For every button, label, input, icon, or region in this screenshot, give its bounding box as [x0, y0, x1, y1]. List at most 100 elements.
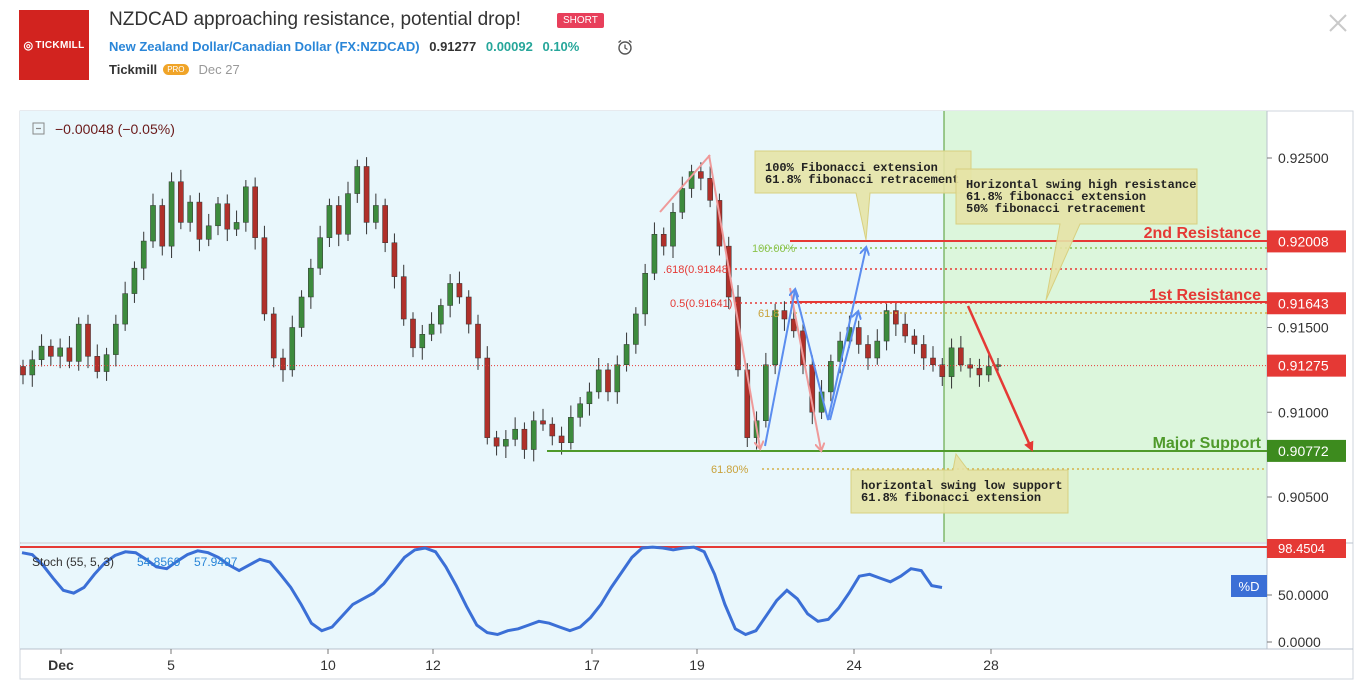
candle-body	[465, 296, 472, 325]
pro-badge: PRO	[163, 64, 189, 75]
callout-1-line-2: 61.8% fibonacci retracement	[765, 173, 959, 187]
candle-body	[772, 310, 778, 366]
candle-body	[373, 205, 379, 223]
idea-title: NZDCAD approaching resistance, potential…	[109, 9, 521, 30]
stoch-overbought-value: 98.4504	[1278, 541, 1325, 556]
price-axis-ticks: 0.92500 0.91500 0.91000 0.90500	[1267, 150, 1329, 505]
stoch-d-marker	[1231, 575, 1267, 597]
candle-body	[363, 166, 370, 223]
candle-body	[178, 181, 184, 223]
candle-body	[438, 305, 444, 325]
candle-body	[716, 200, 723, 247]
price-tick-label: 0.90500	[1278, 489, 1329, 505]
candle-body	[270, 313, 277, 359]
candle-body	[159, 205, 166, 247]
candle-body	[150, 205, 156, 242]
candle-body	[224, 203, 231, 230]
fib-50-label: 0.5(0.91641)	[670, 298, 732, 310]
time-tick-label: 12	[425, 657, 441, 673]
candles	[20, 157, 1001, 462]
price-tag-text: 0.91275	[1278, 358, 1329, 374]
tickmill-mark-icon: ◎	[23, 39, 34, 52]
price-tick-label: 0.91000	[1278, 404, 1329, 420]
callout-2-line-3: 50% fibonacci retracement	[966, 202, 1146, 216]
candle-body	[651, 234, 658, 274]
candle-body	[391, 242, 398, 277]
price-tick-label: 0.92500	[1278, 150, 1329, 166]
candle-body	[605, 369, 611, 393]
stoch-d-value: 54.8569	[137, 555, 181, 569]
candle-body	[660, 234, 667, 247]
pair-name-link[interactable]: New Zealand Dollar/Canadian Dollar	[109, 39, 332, 54]
close-icon[interactable]	[1325, 10, 1351, 36]
fib-100-label: 100.00%	[752, 243, 796, 255]
collapse-icon[interactable]	[32, 122, 45, 135]
price-tag-text: 0.90772	[1278, 443, 1329, 459]
stoch-k-value: 57.9497	[194, 555, 238, 569]
candle-body	[66, 347, 73, 362]
candle-body	[233, 222, 240, 230]
candle-body	[911, 335, 918, 345]
time-tick-label: 28	[983, 657, 999, 673]
price-tick-label: 0.91500	[1278, 320, 1329, 336]
candle-body	[939, 364, 946, 377]
stoch-tick-0: 0.0000	[1278, 634, 1321, 650]
symbol-line: New Zealand Dollar/Canadian Dollar (FX:N…	[109, 39, 579, 54]
time-axis-ticks: Dec 5 10 12 17 19 24 28	[48, 649, 999, 673]
candle-body	[419, 334, 426, 349]
candle-body	[354, 166, 361, 194]
time-tick-label: 17	[584, 657, 600, 673]
candle-body	[586, 391, 593, 405]
candle-body	[308, 267, 314, 298]
candle-body	[865, 344, 871, 359]
price-tag	[1267, 230, 1346, 253]
candle-body	[614, 364, 621, 393]
candle-body	[113, 323, 119, 355]
candle-body	[540, 420, 546, 425]
fib-618-low-label: 61.80%	[711, 464, 749, 476]
candle-body	[94, 356, 101, 372]
symbol-link[interactable]: (FX:NZDCAD)	[335, 39, 420, 54]
candle-body	[85, 323, 91, 357]
candle-body	[428, 323, 435, 335]
time-tick-label: Dec	[48, 657, 74, 673]
author-line: Tickmill PRO Dec 27	[109, 62, 240, 77]
last-price: 0.91277	[429, 39, 477, 54]
candle-body	[893, 310, 899, 325]
price-change-pct: 0.10%	[542, 39, 580, 54]
time-tick-label: 10	[320, 657, 336, 673]
candle-body	[447, 283, 453, 306]
candle-body	[475, 323, 481, 359]
candle-body	[595, 369, 602, 393]
price-change: 0.00092	[485, 39, 533, 54]
publish-date: Dec 27	[198, 62, 240, 77]
candle-body	[549, 423, 556, 437]
price-tag	[1267, 292, 1346, 315]
candle-body	[131, 267, 138, 294]
callout-2-line-1: Horizontal swing high resistance	[966, 178, 1196, 192]
candle-body	[410, 318, 416, 349]
candle-body	[317, 237, 323, 269]
candle-body	[976, 367, 983, 376]
candle-body	[140, 240, 147, 269]
candle-body	[205, 225, 212, 240]
tickmill-logo: ◎ TICKMILL	[19, 10, 89, 80]
candle-body	[261, 237, 268, 315]
callout-fib-extension: 100% Fibonacci extension 61.8% fibonacci…	[754, 150, 972, 241]
candle-body	[670, 211, 676, 247]
candle-body	[75, 323, 82, 362]
stoch-d-marker-text: %D	[1239, 579, 1260, 594]
second-resistance-label: 2nd Resistance	[1144, 225, 1261, 242]
author-name[interactable]: Tickmill	[109, 62, 158, 77]
candle-body	[280, 357, 286, 371]
candle-body	[679, 188, 686, 213]
candle-body	[400, 276, 407, 320]
candle-body	[948, 347, 955, 377]
candle-body	[382, 205, 388, 244]
price-tag-text: 0.92008	[1278, 233, 1329, 249]
candle-body	[484, 357, 491, 438]
alarm-clock-icon[interactable]	[616, 38, 634, 56]
candle-body	[215, 203, 221, 227]
candle-body	[57, 347, 63, 357]
